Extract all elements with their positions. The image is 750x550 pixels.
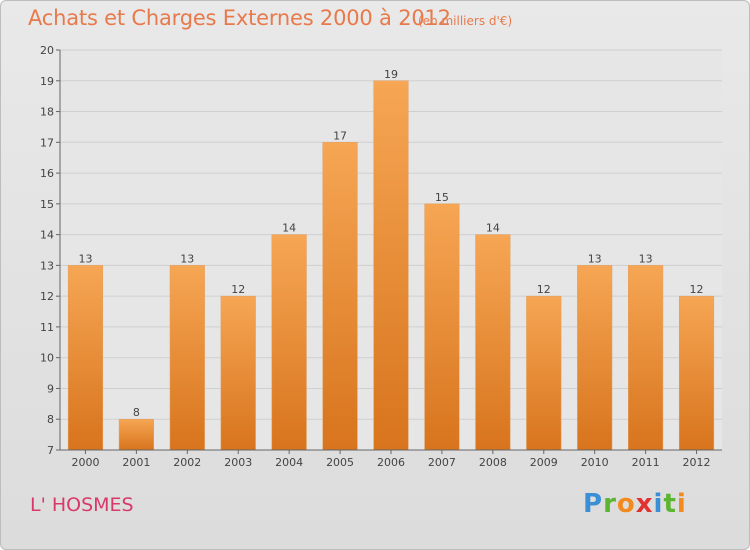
x-tick-label: 2012	[683, 456, 711, 469]
x-tick-label: 2008	[479, 456, 507, 469]
x-tick-label: 2001	[122, 456, 150, 469]
data-label-2001: 8	[133, 406, 140, 419]
bars	[67, 80, 715, 451]
x-tick-label: 2003	[224, 456, 252, 469]
data-label-2006: 19	[384, 68, 398, 81]
data-label-2004: 14	[282, 222, 296, 235]
bar-2008	[475, 234, 511, 451]
bar-2001	[118, 418, 154, 451]
data-label-2012: 12	[690, 283, 704, 296]
x-tick-label: 2010	[581, 456, 609, 469]
bar-2004	[271, 234, 307, 451]
data-label-2010: 13	[588, 252, 602, 265]
data-label-2009: 12	[537, 283, 551, 296]
y-axis: 7 8 9 10 11 12 13 14 15 16 17 18 19 20	[40, 44, 61, 457]
y-tick-label: 17	[40, 136, 54, 149]
bar-2010	[577, 265, 613, 451]
y-tick-label: 10	[40, 352, 54, 365]
proxiti-logo: Proxiti	[583, 489, 687, 519]
bar-2000	[67, 265, 104, 451]
x-tick-label: 2004	[275, 456, 303, 469]
x-tick-label: 2006	[377, 456, 405, 469]
x-tick-label: 2009	[530, 456, 558, 469]
bar-2005	[322, 142, 358, 451]
data-label-2011: 13	[639, 252, 653, 265]
data-label-2000: 13	[78, 252, 92, 265]
y-tick-label: 20	[40, 44, 54, 57]
data-label-2002: 13	[180, 252, 194, 265]
bar-2006	[373, 80, 409, 451]
bar-2012	[678, 295, 715, 451]
bar-2007	[424, 203, 460, 451]
bar-2011	[628, 265, 664, 451]
y-tick-label: 19	[40, 75, 54, 88]
data-label-2007: 15	[435, 191, 449, 204]
y-tick-label: 15	[40, 198, 54, 211]
y-tick-label: 7	[47, 444, 54, 457]
bar-2009	[526, 295, 562, 451]
y-tick-label: 18	[40, 106, 54, 119]
data-label-2008: 14	[486, 222, 500, 235]
bar-2002	[169, 265, 205, 451]
chart-unit: (en milliers d'€)	[418, 14, 513, 28]
data-label-2003: 12	[231, 283, 245, 296]
y-tick-label: 8	[47, 413, 54, 426]
y-tick-label: 13	[40, 259, 54, 272]
x-tick-label: 2002	[173, 456, 201, 469]
chart-title: Achats et Charges Externes 2000 à 2012	[28, 6, 451, 30]
x-tick-label: 2011	[632, 456, 660, 469]
x-tick-label: 2000	[71, 456, 99, 469]
y-tick-label: 14	[40, 229, 54, 242]
x-tick-label: 2005	[326, 456, 354, 469]
y-tick-label: 12	[40, 290, 54, 303]
data-labels: 13 8 13 12 14 17 19 15 14 12 13 13 12	[78, 68, 703, 419]
x-tick-label: 2007	[428, 456, 456, 469]
commune-name: L' HOSMES	[30, 494, 134, 516]
y-tick-label: 11	[40, 321, 54, 334]
y-tick-label: 9	[47, 382, 54, 395]
x-axis: 2000 2001 2002 2003 2004 2005 2006 2007 2008 2009…	[60, 449, 722, 469]
data-label-2005: 17	[333, 129, 347, 142]
y-tick-label: 16	[40, 167, 54, 180]
bar-2003	[220, 295, 256, 451]
